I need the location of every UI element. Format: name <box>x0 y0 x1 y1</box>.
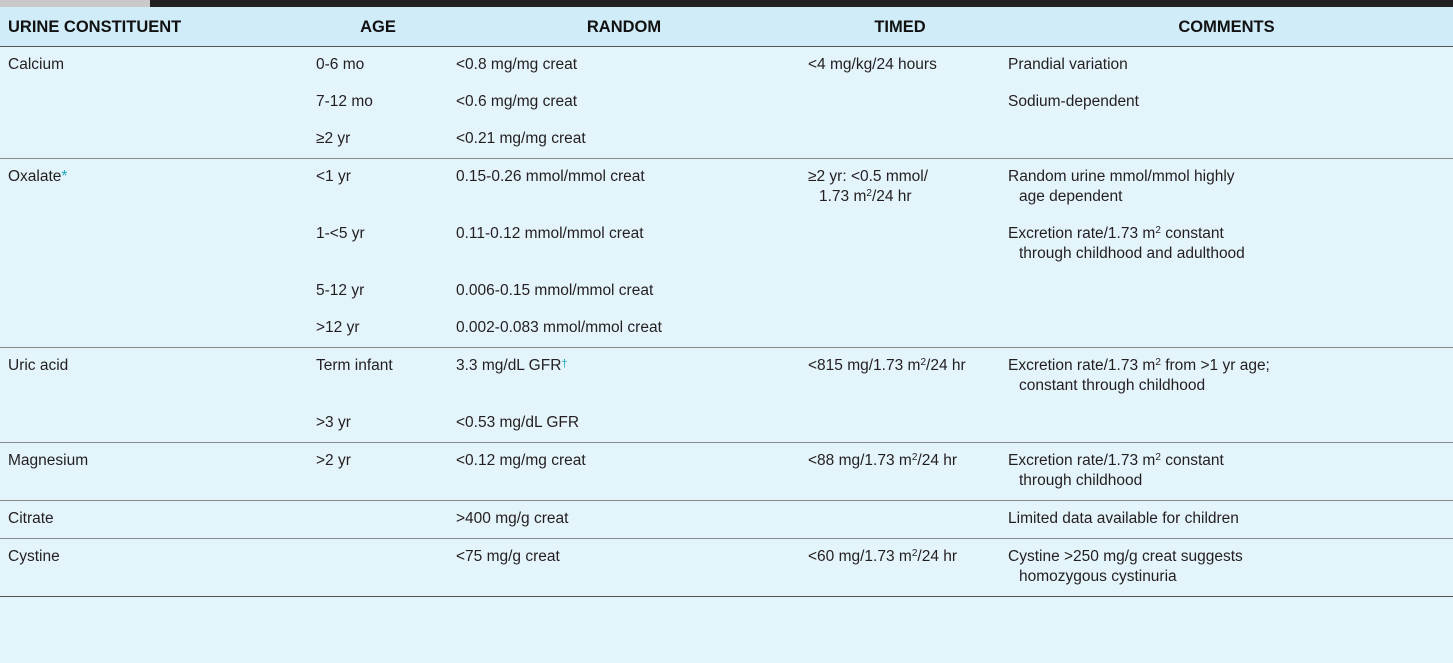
cell-constituent: Magnesium <box>0 442 308 501</box>
cell-comments: Sodium-dependent <box>1008 93 1139 110</box>
cell-constituent <box>0 84 308 121</box>
table-row: Calcium 0-6 mo <0.8 mg/mg creat <4 mg/kg… <box>0 47 1453 85</box>
cell-age: ≥2 yr <box>308 121 448 159</box>
cell-constituent <box>0 121 308 159</box>
cell-timed: <4 mg/kg/24 hours <box>808 56 937 73</box>
table-row: Cystine <75 mg/g creat <60 mg/1.73 m2/24… <box>0 538 1453 597</box>
cell-comments: Excretion rate/1.73 m2 constant through c… <box>1000 442 1453 501</box>
cell-comments <box>1000 121 1453 159</box>
cell-comments: Limited data available for children <box>1000 500 1453 539</box>
cell-constituent: Cystine <box>0 538 308 597</box>
table-row: Magnesium >2 yr <0.12 mg/mg creat <88 mg… <box>0 442 1453 501</box>
cell-comments <box>1000 273 1453 310</box>
top-rule <box>0 0 1453 7</box>
cell-random: 0.002-0.083 mmol/mmol creat <box>448 310 800 348</box>
cell-age: 7-12 mo <box>316 93 373 110</box>
cell-random: 0.11-0.12 mmol/mmol creat <box>456 225 644 242</box>
cell-age: 0-6 mo <box>316 56 365 73</box>
cell-age <box>308 538 448 597</box>
cell-timed <box>800 84 1000 121</box>
cell-random: <0.12 mg/mg creat <box>448 442 800 501</box>
table-row: Uric acid Term infant 3.3 mg/dL GFR† <81… <box>0 348 1453 406</box>
cell-random: <0.53 mg/dL GFR <box>448 405 800 443</box>
cell-age: >3 yr <box>308 405 448 443</box>
cell-random: 3.3 mg/dL GFR† <box>456 357 568 374</box>
cell-random: <0.8 mg/mg creat <box>456 56 578 73</box>
cell-comments <box>1000 405 1453 443</box>
cell-timed: <88 mg/1.73 m2/24 hr <box>800 442 1000 501</box>
table-row: >12 yr 0.002-0.083 mmol/mmol creat <box>0 310 1453 348</box>
table-row: 7-12 mo <0.6 mg/mg creat Sodium-dependen… <box>0 84 1453 121</box>
cell-timed <box>800 121 1000 159</box>
cell-timed <box>800 216 1000 273</box>
header-timed: TIMED <box>800 7 1000 47</box>
cell-timed <box>800 405 1000 443</box>
cell-timed: ≥2 yr: <0.5 mmol/1.73 m2/24 hr <box>808 168 929 205</box>
cell-random: <0.21 mg/mg creat <box>448 121 800 159</box>
cell-comments: Cystine >250 mg/g creat suggests homozygo… <box>1000 538 1453 597</box>
table-row: Citrate >400 mg/g creat Limited data ava… <box>0 500 1453 539</box>
cell-age: >12 yr <box>308 310 448 348</box>
cell-timed <box>800 310 1000 348</box>
cell-constituent <box>0 310 308 348</box>
cell-age: Term infant <box>316 357 393 374</box>
footnote-marker-asterisk: * <box>61 168 68 185</box>
cell-age: 1-<5 yr <box>316 225 365 242</box>
constituent-label: Oxalate <box>8 168 62 185</box>
cell-timed <box>800 273 1000 310</box>
top-rule-dark <box>150 0 1453 7</box>
header-constituent: URINE CONSTITUENT <box>0 7 308 47</box>
table-row: ≥2 yr <0.21 mg/mg creat <box>0 121 1453 159</box>
cell-comments: Random urine mmol/mmol highly age depende… <box>1008 168 1235 205</box>
header-random: RANDOM <box>448 7 800 47</box>
cell-comments: Excretion rate/1.73 m2 from >1 yr age; co… <box>1008 357 1270 394</box>
table-row: Oxalate* <1 yr 0.15-0.26 mmol/mmol creat… <box>0 159 1453 217</box>
cell-age: <1 yr <box>316 168 351 185</box>
cell-constituent <box>0 216 308 273</box>
table-row: 1-<5 yr 0.11-0.12 mmol/mmol creat Excret… <box>0 216 1453 273</box>
cell-comments: Prandial variation <box>1008 56 1128 73</box>
cell-comments <box>1000 310 1453 348</box>
cell-age: >2 yr <box>308 442 448 501</box>
cell-random: 0.15-0.26 mmol/mmol creat <box>456 168 645 185</box>
cell-random: <75 mg/g creat <box>448 538 800 597</box>
footnote-marker-dagger: † <box>561 358 568 370</box>
table-row: 5-12 yr 0.006-0.15 mmol/mmol creat <box>0 273 1453 310</box>
table-header-row: URINE CONSTITUENT AGE RANDOM TIMED COMME… <box>0 7 1453 47</box>
cell-constituent <box>0 405 308 443</box>
table-row: >3 yr <0.53 mg/dL GFR <box>0 405 1453 443</box>
cell-constituent: Oxalate* <box>0 159 308 217</box>
cell-constituent: Calcium <box>8 56 64 73</box>
cell-timed: <60 mg/1.73 m2/24 hr <box>800 538 1000 597</box>
cell-random: >400 mg/g creat <box>448 500 800 539</box>
header-comments: COMMENTS <box>1000 7 1453 47</box>
cell-comments: Excretion rate/1.73 m2 constant through c… <box>1008 225 1245 262</box>
top-rule-light <box>0 0 150 7</box>
cell-random: 0.006-0.15 mmol/mmol creat <box>456 282 654 299</box>
cell-timed: <815 mg/1.73 m2/24 hr <box>808 357 966 374</box>
cell-constituent <box>0 273 308 310</box>
cell-age <box>308 500 448 539</box>
cell-timed <box>800 500 1000 539</box>
urine-constituents-table: URINE CONSTITUENT AGE RANDOM TIMED COMME… <box>0 7 1453 597</box>
cell-age: 5-12 yr <box>316 282 365 299</box>
cell-constituent: Uric acid <box>8 357 69 374</box>
header-age: AGE <box>308 7 448 47</box>
cell-constituent: Citrate <box>0 500 308 539</box>
cell-random: <0.6 mg/mg creat <box>456 93 578 110</box>
